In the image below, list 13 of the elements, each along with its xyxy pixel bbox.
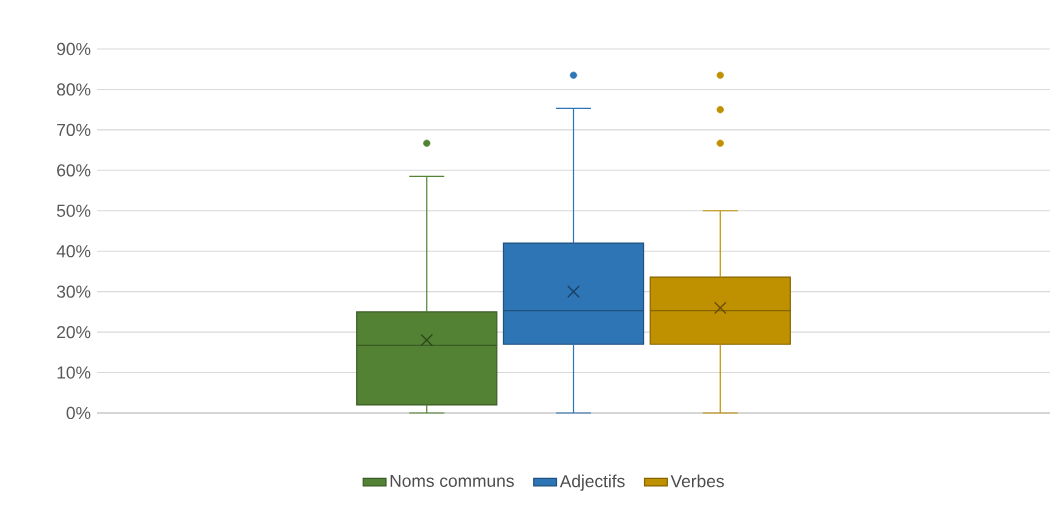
y-tick-label: 60%	[57, 164, 91, 177]
y-tick-label: 90%	[57, 42, 91, 56]
y-tick-label: 70%	[57, 123, 91, 137]
y-tick-label: 80%	[57, 83, 91, 96]
y-tick-label: 20%	[57, 325, 91, 339]
legend-label: Verbes	[670, 474, 724, 488]
y-tick-label: 0%	[66, 406, 91, 420]
y-tick-label: 10%	[57, 366, 91, 379]
y-tick-label: 50%	[56, 204, 91, 217]
y-tick-label: 40%	[56, 245, 91, 258]
y-tick-label: 30%	[56, 285, 91, 298]
legend-label: Noms communs	[390, 474, 514, 487]
legend-label: Adjectifs	[559, 474, 625, 491]
